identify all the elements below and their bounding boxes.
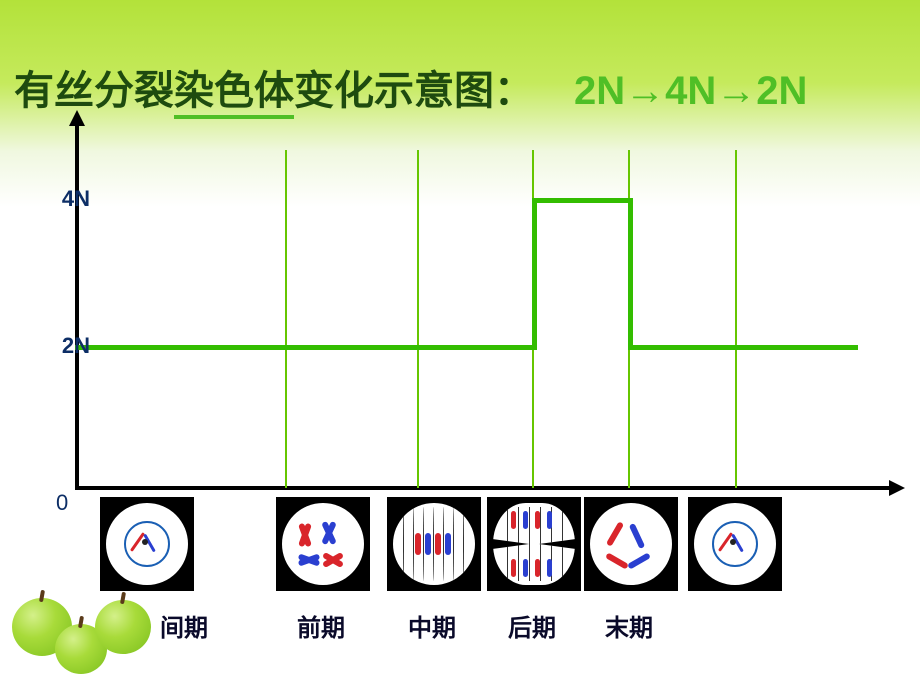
chart-line <box>628 345 738 350</box>
origin-label: 0 <box>56 490 68 516</box>
chromosome-chart <box>75 120 895 490</box>
phase-divider <box>285 150 287 488</box>
chart-line <box>285 345 420 350</box>
chart-line <box>417 345 535 350</box>
x-axis <box>75 486 895 490</box>
phase-label: 前期 <box>297 608 345 643</box>
cell-diagram-interphase <box>688 497 782 591</box>
chart-line <box>532 198 537 350</box>
apple-icon <box>95 600 151 654</box>
title-pre: 有丝分裂 <box>14 68 174 113</box>
title-underlined: 染色体 <box>174 68 294 119</box>
phase-label: 后期 <box>508 608 556 643</box>
y-tick-label: 4N <box>62 186 90 212</box>
cell-diagram-interphase <box>100 497 194 591</box>
title-main: 有丝分裂染色体变化示意图： <box>14 68 544 119</box>
chart-line <box>735 345 858 350</box>
cell-diagram-prophase <box>276 497 370 591</box>
title-post: 变化示意图： <box>294 68 534 113</box>
chart-line <box>75 345 288 350</box>
phase-label: 末期 <box>605 608 653 643</box>
y-tick-label: 2N <box>62 333 90 359</box>
cell-diagram-telophase <box>584 497 678 591</box>
chart-line <box>532 198 631 203</box>
slide-title: 有丝分裂染色体变化示意图： 2N→4N→2N <box>14 58 807 116</box>
phase-label: 中期 <box>408 608 456 643</box>
cell-diagram-anaphase <box>487 497 581 591</box>
phase-divider <box>735 150 737 488</box>
title-formula: 2N→4N→2N <box>574 69 807 113</box>
phase-label: 间期 <box>160 608 208 643</box>
cell-diagram-metaphase <box>387 497 481 591</box>
y-axis <box>75 120 79 490</box>
phase-divider <box>417 150 419 488</box>
chart-line <box>628 198 633 350</box>
